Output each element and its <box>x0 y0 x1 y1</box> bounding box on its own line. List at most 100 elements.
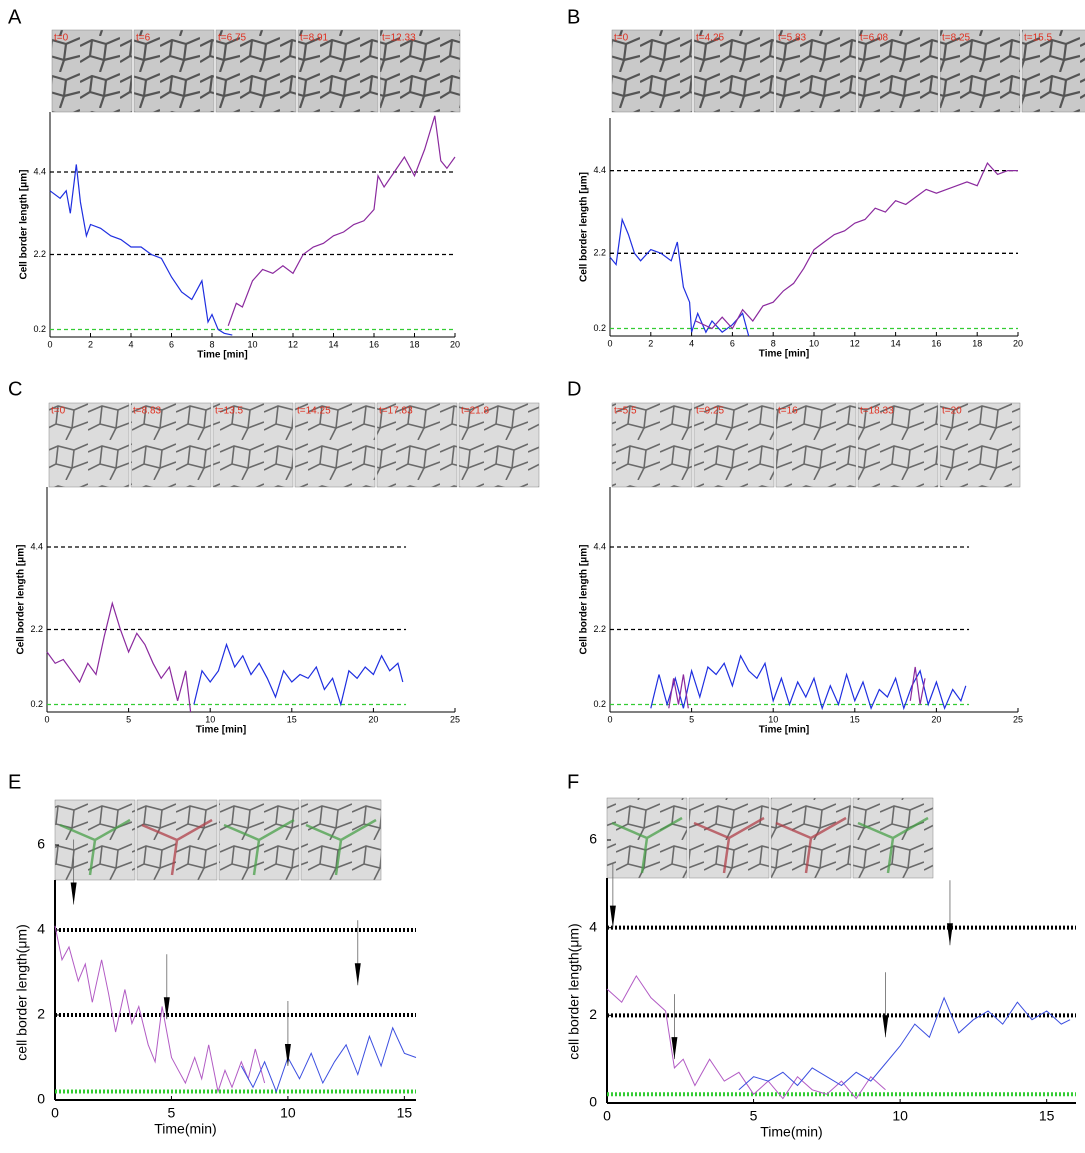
panel-label: A <box>8 6 22 28</box>
y-axis-label: cell border length(μm) <box>566 923 582 1059</box>
border-overlay <box>693 816 765 874</box>
x-tick-label: 10 <box>892 1108 908 1124</box>
data-line <box>227 115 456 327</box>
data-line <box>54 925 266 1094</box>
image-tile <box>775 402 857 488</box>
panel-label: E <box>8 771 21 793</box>
frame-time-label: t=0 <box>51 406 66 417</box>
x-tick-label: 8 <box>209 339 214 349</box>
x-tick-label: 0 <box>603 1108 611 1124</box>
y-tick-label: 2.2 <box>30 624 43 634</box>
y-tick-label: 2.2 <box>33 249 46 259</box>
border-overlay <box>305 818 377 876</box>
x-axis-label: Time [min] <box>197 350 247 361</box>
arrow-head <box>882 1015 889 1038</box>
x-tick-label: 5 <box>689 714 694 724</box>
frame-time-label: t=20 <box>942 406 962 417</box>
y-tick-label: 0.2 <box>33 324 46 334</box>
image-tile <box>297 29 379 113</box>
arrow-head <box>284 1044 291 1066</box>
data-line <box>738 996 1071 1091</box>
border-overlay <box>857 816 929 874</box>
y-tick-label: 2.2 <box>593 624 606 634</box>
x-tick-label: 14 <box>891 338 901 348</box>
y-tick-label: 4.4 <box>593 165 606 175</box>
x-tick-label: 10 <box>768 714 778 724</box>
x-tick-label: 0 <box>51 1105 59 1121</box>
x-tick-label: 10 <box>205 714 215 724</box>
y-tick-label: 0 <box>589 1094 597 1110</box>
image-tile <box>133 29 215 113</box>
frame-time-label: t=5.5 <box>614 406 637 417</box>
frame-time-label: t=21.8 <box>461 406 490 417</box>
border-overlay <box>141 818 213 876</box>
x-tick-label: 20 <box>450 339 460 349</box>
x-axis-label: Time(min) <box>154 1121 216 1137</box>
y-tick-label: 4.4 <box>33 166 46 176</box>
y-tick-label: 0 <box>37 1091 45 1107</box>
frame-time-label: t=8.91 <box>300 33 329 44</box>
image-tile <box>379 29 461 113</box>
border-overlay <box>611 816 683 874</box>
y-axis-label: Cell border length [μm] <box>579 544 590 654</box>
x-tick-label: 6 <box>730 338 735 348</box>
x-tick-label: 10 <box>247 339 257 349</box>
frame-time-label: t=6 <box>136 33 151 44</box>
x-tick-label: 10 <box>280 1105 296 1121</box>
y-tick-label: 2 <box>589 1006 597 1022</box>
y-tick-label: 6 <box>37 836 45 852</box>
image-tile <box>212 402 294 488</box>
image-tile <box>130 402 212 488</box>
x-tick-label: 2 <box>88 339 93 349</box>
frame-time-label: t=5.83 <box>778 33 807 44</box>
x-tick-label: 0 <box>47 339 52 349</box>
x-axis-label: Time [min] <box>759 725 809 736</box>
y-tick-label: 4 <box>589 918 597 934</box>
panel-label: C <box>8 378 22 400</box>
x-tick-label: 10 <box>809 338 819 348</box>
x-tick-label: 0 <box>607 338 612 348</box>
y-tick-label: 4.4 <box>593 541 606 551</box>
arrow-head <box>163 997 170 1020</box>
panel-label: D <box>567 378 581 400</box>
x-tick-label: 0 <box>607 714 612 724</box>
arrow-head <box>70 882 77 905</box>
y-axis-label: Cell border length [μm] <box>16 544 27 654</box>
x-tick-label: 15 <box>850 714 860 724</box>
arrow-head <box>946 923 953 946</box>
frame-time-label: t=6.08 <box>860 33 889 44</box>
x-tick-label: 6 <box>169 339 174 349</box>
x-tick-label: 18 <box>409 339 419 349</box>
image-tile <box>294 402 376 488</box>
x-tick-label: 20 <box>368 714 378 724</box>
x-tick-label: 15 <box>397 1105 413 1121</box>
y-axis-label: cell border length(μm) <box>14 924 30 1060</box>
x-tick-label: 15 <box>1039 1108 1055 1124</box>
border-overlay <box>223 818 295 876</box>
x-tick-label: 0 <box>44 714 49 724</box>
frame-time-label: t=0 <box>614 33 629 44</box>
border-overlay <box>59 818 131 876</box>
x-axis-label: Time [min] <box>759 349 809 360</box>
frame-time-label: t=12.33 <box>382 33 416 44</box>
panel-label: F <box>567 771 579 793</box>
border-overlay <box>775 816 847 874</box>
y-axis-label: Cell border length [μm] <box>579 172 590 282</box>
frame-time-label: t=8.83 <box>133 406 162 417</box>
data-line <box>49 164 233 336</box>
data-line <box>668 666 926 709</box>
frame-time-label: t=15.5 <box>1024 33 1053 44</box>
x-tick-label: 5 <box>750 1108 758 1124</box>
x-tick-label: 5 <box>168 1105 176 1121</box>
image-tile <box>939 29 1021 113</box>
x-tick-label: 8 <box>771 338 776 348</box>
x-tick-label: 15 <box>287 714 297 724</box>
x-tick-label: 4 <box>128 339 133 349</box>
x-axis-label: Time [min] <box>196 725 246 736</box>
image-tile <box>611 29 693 113</box>
data-line <box>695 162 1018 330</box>
y-tick-label: 6 <box>589 831 597 847</box>
frame-time-label: t=8.25 <box>942 33 971 44</box>
image-tile <box>693 402 775 488</box>
image-tile <box>48 402 130 488</box>
